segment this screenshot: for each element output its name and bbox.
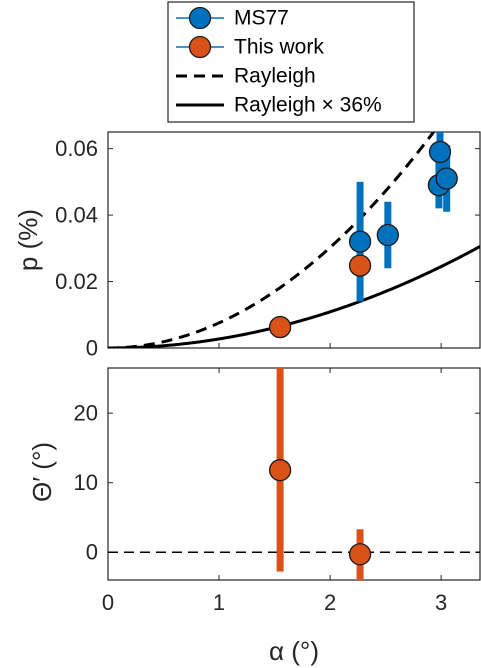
legend-marker (188, 35, 212, 59)
y-tick-label: 20 (74, 401, 98, 426)
bottom-y-ticks: 0 10 20 (74, 401, 480, 565)
top-y-axis-label: p (%) (13, 209, 43, 271)
x-axis-label: α (°) (269, 636, 319, 666)
data-point (268, 315, 292, 339)
top-y-ticks: 0 0.02 0.04 0.06 (55, 136, 480, 361)
x-tick-label: 1 (213, 590, 225, 615)
legend-label: Rayleigh × 36% (234, 94, 382, 117)
bottom-marks (268, 368, 372, 580)
panel-polarization-frame (107, 131, 481, 349)
legend-label: Rayleigh (234, 65, 316, 88)
legend-marker (188, 6, 212, 30)
x-tick-label: 3 (435, 590, 447, 615)
top-marks (268, 132, 458, 339)
legend-label: This work (234, 36, 324, 59)
data-point (348, 543, 372, 566)
y-tick-label: 0.06 (55, 136, 98, 161)
data-point (348, 230, 372, 253)
panel-polarization: 0 0.02 0.04 0.06 p (%) (13, 131, 481, 361)
y-tick-label: 0.04 (55, 203, 98, 228)
data-point (435, 167, 458, 190)
data-point (376, 223, 399, 247)
data-point (348, 254, 372, 277)
data-point (428, 140, 452, 164)
y-tick-label: 0 (86, 540, 98, 565)
x-tick-label: 2 (324, 590, 336, 615)
rayleigh-36-curve (108, 245, 480, 348)
y-tick-label: 0.02 (55, 269, 98, 294)
bottom-y-axis-label: Θ′ (°) (27, 442, 57, 502)
x-tick-label: 0 (102, 590, 114, 615)
y-tick-label: 0 (86, 336, 98, 361)
rayleigh-curve (108, 132, 436, 348)
legend-label: MS77 (234, 7, 289, 30)
panel-angle-frame (107, 367, 481, 581)
panel-angle: 0 10 20 0 1 2 3 Θ′ (°) α (°) (27, 367, 481, 666)
bottom-x-ticks: 0 1 2 3 (102, 368, 447, 615)
y-tick-label: 10 (74, 470, 98, 495)
legend: MS77 This work Rayleigh Rayleigh × 36% (167, 1, 415, 123)
data-point (268, 459, 292, 482)
top-curves (108, 132, 480, 348)
